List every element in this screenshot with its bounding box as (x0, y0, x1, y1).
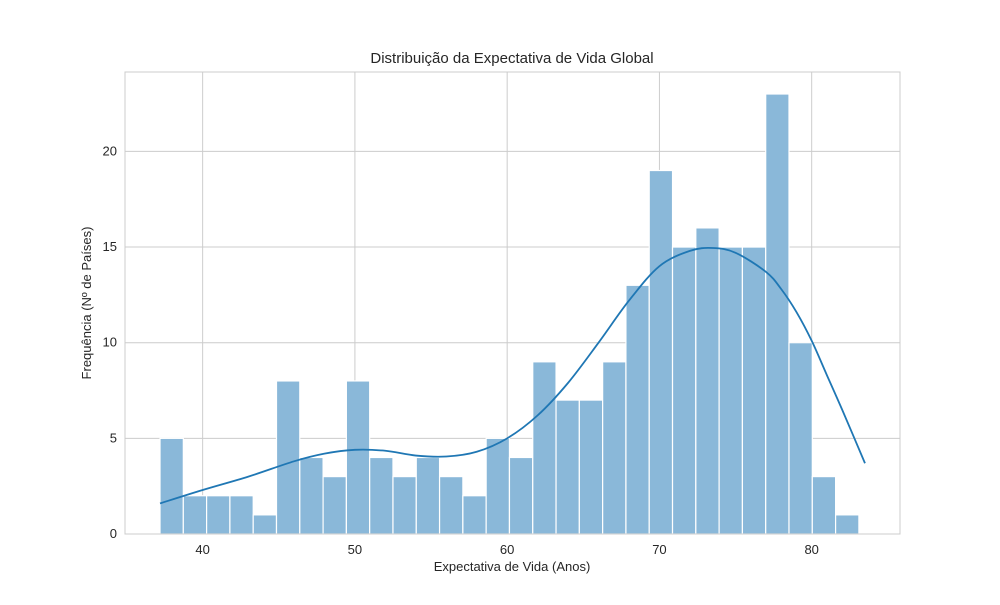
kde-line (159, 246, 866, 505)
x-tick-label: 70 (652, 542, 666, 557)
y-tick-label: 15 (103, 239, 117, 254)
histogram-bar (765, 93, 790, 535)
kde-layer (159, 246, 866, 505)
histogram-bar (485, 437, 511, 535)
y-tick-labels: 0 5 10 15 20 (103, 143, 117, 541)
histogram-bar (671, 246, 697, 535)
y-tick-label: 20 (103, 143, 117, 158)
y-axis-label: Frequência (Nº de Países) (79, 227, 94, 380)
histogram-bar (788, 342, 813, 535)
histogram-bar (508, 456, 534, 535)
histogram-bar (648, 169, 674, 535)
histogram-bar (206, 495, 231, 535)
histogram-bar (695, 227, 720, 535)
histogram-bar (602, 361, 627, 535)
histogram-bar (369, 456, 394, 535)
histogram-bar (322, 476, 347, 535)
histogram-bar (159, 437, 184, 535)
x-tick-label: 50 (348, 542, 362, 557)
histogram-bar (532, 361, 557, 535)
histogram-bar (555, 399, 580, 535)
histogram-bar (415, 456, 441, 535)
histogram-bar (578, 399, 604, 535)
y-tick-label: 10 (103, 335, 117, 350)
histogram-bar (438, 476, 464, 535)
histogram-bar (182, 495, 208, 535)
x-axis-label: Expectativa de Vida (Anos) (434, 559, 591, 574)
histogram-bar (811, 476, 837, 535)
histogram-bar (299, 456, 324, 535)
x-tick-label: 40 (195, 542, 209, 557)
histogram-bar (392, 476, 417, 535)
histogram-bar (345, 380, 371, 535)
x-tick-label: 80 (804, 542, 818, 557)
histogram-bar (229, 495, 254, 535)
histogram-bar (625, 284, 650, 535)
histogram-bar (718, 246, 744, 535)
histogram-bar (462, 495, 487, 535)
y-tick-label: 0 (110, 526, 117, 541)
histogram-bar (834, 514, 860, 535)
x-tick-labels: 40 50 60 70 80 (195, 542, 819, 557)
axes-frame (124, 71, 901, 535)
y-tick-label: 5 (110, 430, 117, 445)
histogram-bar (252, 514, 278, 535)
histogram-bar (275, 380, 301, 535)
chart-title: Distribuição da Expectativa de Vida Glob… (370, 50, 653, 67)
histogram-bar (741, 246, 767, 535)
x-tick-label: 60 (500, 542, 514, 557)
